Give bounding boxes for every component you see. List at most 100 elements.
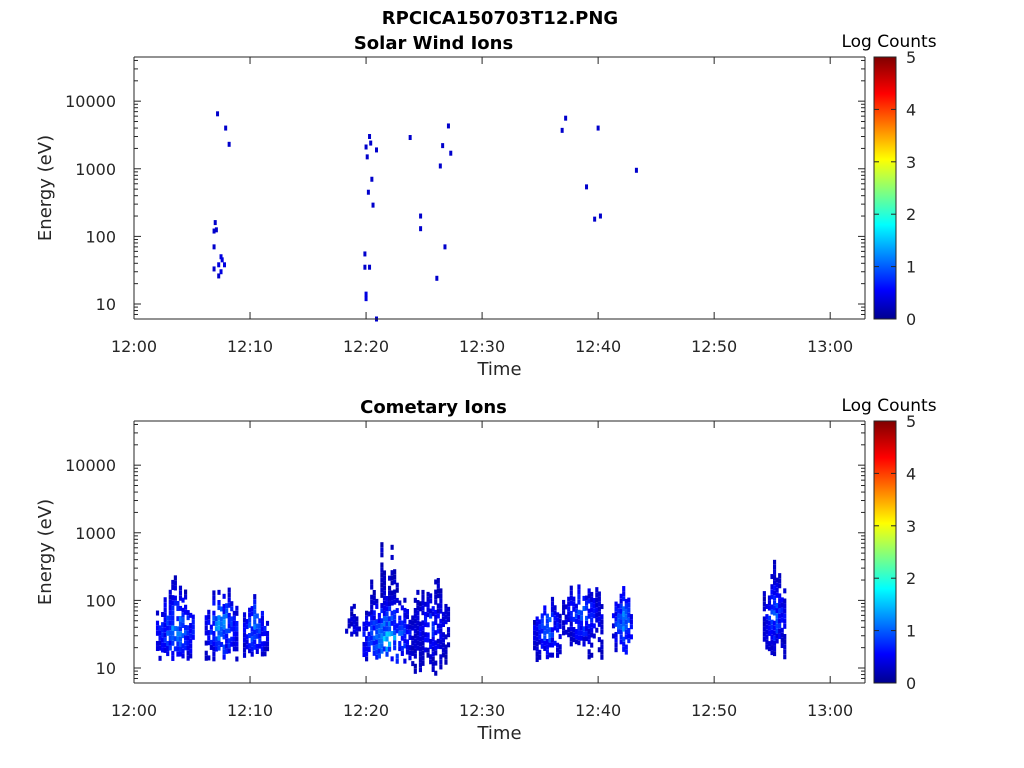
data-cell — [171, 610, 175, 616]
data-cell — [411, 640, 415, 646]
data-cell — [564, 614, 568, 620]
data-cell — [219, 626, 224, 632]
data-cell — [380, 562, 384, 568]
colorbar — [873, 56, 897, 320]
data-cell — [775, 587, 779, 593]
data-cell — [444, 609, 448, 615]
data-cell — [767, 600, 772, 606]
data-cell — [436, 643, 440, 649]
data-cell — [171, 605, 175, 611]
data-cell — [783, 633, 787, 639]
data-cell — [209, 629, 213, 635]
data-cell — [362, 646, 366, 652]
data-cell — [558, 649, 562, 655]
data-cell — [434, 660, 438, 666]
data-cell — [173, 600, 177, 606]
colorbar-tick-label: 4 — [906, 464, 916, 483]
data-cell — [574, 608, 578, 614]
data-cell — [431, 626, 435, 632]
data-cell — [426, 596, 430, 602]
x-axis-title: Time — [476, 359, 521, 380]
data-cell — [770, 619, 774, 625]
data-cell — [431, 656, 435, 662]
data-cell — [163, 617, 167, 623]
data-cell — [168, 610, 172, 616]
data-cell — [421, 645, 425, 651]
data-cell — [780, 643, 784, 649]
data-cell — [770, 594, 774, 600]
data-cell — [582, 595, 586, 601]
data-cell — [403, 643, 407, 649]
data-cell — [624, 619, 628, 625]
data-cell — [181, 643, 185, 649]
data-cell — [375, 603, 379, 609]
data-cell — [178, 616, 183, 622]
data-cell — [166, 625, 170, 631]
data-cell — [370, 615, 374, 621]
data-cell — [372, 600, 376, 606]
data-cell — [382, 616, 387, 622]
data-cell — [398, 625, 402, 631]
data-cell — [416, 605, 420, 611]
data-cell — [629, 634, 633, 640]
data-cell — [592, 598, 596, 604]
data-cell — [390, 610, 394, 616]
data-cell — [204, 620, 208, 626]
data-cell — [772, 605, 777, 611]
data-cell — [434, 670, 438, 676]
data-cell — [395, 653, 399, 659]
data-cell — [535, 636, 539, 642]
data-cell — [405, 624, 410, 630]
data-cell — [629, 614, 633, 620]
data-cell — [155, 630, 160, 636]
data-cell — [582, 606, 586, 612]
data-cell — [176, 631, 180, 637]
data-cell — [380, 547, 384, 553]
colorbar — [873, 420, 897, 684]
data-cell — [212, 646, 216, 652]
data-cell — [408, 634, 412, 640]
data-cell — [564, 619, 568, 625]
data-cell — [405, 644, 410, 650]
data-cell — [619, 624, 623, 630]
data-cell — [372, 620, 376, 626]
data-cell — [173, 636, 177, 642]
data-cell — [212, 266, 216, 272]
data-cell — [242, 617, 247, 623]
data-cell — [444, 619, 448, 625]
data-cell — [429, 659, 433, 665]
data-cell — [553, 615, 557, 621]
data-cell — [574, 613, 578, 619]
data-cell — [624, 609, 628, 615]
x-tick-label: 12:40 — [575, 701, 621, 720]
data-cell — [260, 621, 264, 627]
data-cell — [390, 570, 394, 576]
data-cell — [577, 584, 581, 590]
data-cell — [369, 140, 373, 146]
data-cell — [595, 607, 599, 613]
data-cell — [553, 610, 557, 616]
data-cell — [624, 624, 628, 630]
data-cell — [232, 610, 236, 616]
data-cell — [622, 646, 626, 652]
data-cell — [770, 584, 774, 590]
data-cell — [622, 591, 626, 597]
data-cell — [372, 640, 376, 646]
data-cell — [166, 615, 170, 621]
data-cell — [158, 655, 162, 661]
data-cell — [400, 625, 404, 631]
data-cell — [556, 612, 560, 618]
x-tick-label: 12:10 — [227, 701, 273, 720]
data-cell — [245, 644, 249, 650]
data-cell — [253, 639, 257, 645]
data-cell — [186, 650, 190, 656]
data-cell — [408, 619, 412, 625]
data-cell — [418, 641, 423, 647]
data-cell — [235, 646, 239, 652]
data-cell — [161, 611, 165, 617]
data-cell — [595, 617, 599, 623]
data-cell — [775, 633, 779, 639]
data-cell — [577, 630, 581, 636]
data-layer — [212, 111, 638, 322]
data-cell — [783, 654, 787, 660]
